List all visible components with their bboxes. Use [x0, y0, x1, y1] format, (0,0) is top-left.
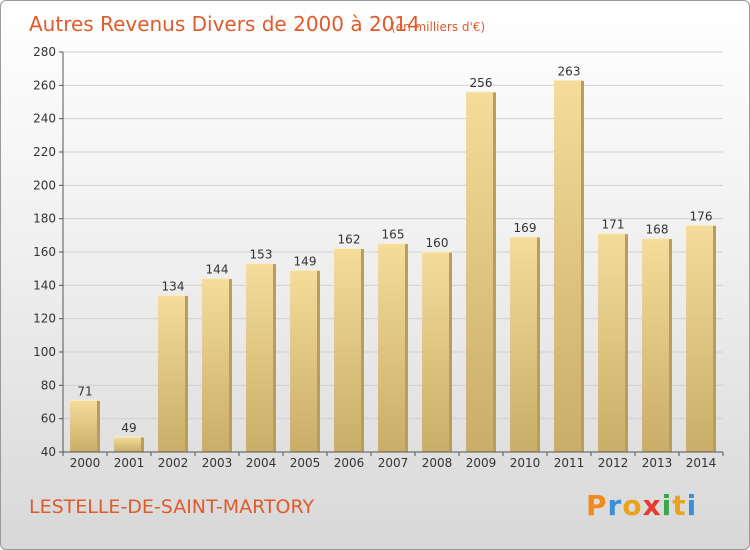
- bar-shade: [184, 295, 188, 452]
- bar-shade: [228, 278, 232, 452]
- y-tick-label: 180: [33, 212, 56, 226]
- x-tick-label: 2014: [686, 456, 717, 470]
- bar: [422, 252, 449, 452]
- y-tick-label: 260: [33, 78, 56, 92]
- data-label: 176: [690, 209, 713, 223]
- data-label: 171: [602, 218, 625, 232]
- bar: [466, 92, 493, 452]
- logo-letter: i: [661, 489, 673, 522]
- data-label: 144: [206, 263, 229, 277]
- proxiti-logo: Proxiti: [586, 489, 697, 522]
- logo-letter: t: [672, 489, 687, 522]
- commune-name: LESTELLE-DE-SAINT-MARTORY: [29, 496, 315, 518]
- bar: [334, 248, 361, 452]
- data-label: 49: [121, 421, 136, 435]
- y-tick-label: 40: [41, 445, 56, 459]
- bars: [70, 79, 716, 452]
- data-label: 134: [162, 279, 185, 293]
- bar: [686, 225, 713, 452]
- bar: [290, 270, 317, 452]
- x-tick-label: 2008: [422, 456, 453, 470]
- bar-shade: [492, 92, 496, 452]
- logo-letter: o: [622, 489, 643, 522]
- data-label: 153: [250, 248, 273, 262]
- bar-shade: [668, 238, 672, 452]
- y-tick-label: 240: [33, 112, 56, 126]
- y-tick-label: 120: [33, 312, 56, 326]
- bar: [246, 263, 273, 452]
- chart-title: Autres Revenus Divers de 2000 à 2014: [29, 12, 420, 36]
- bar-shade: [580, 80, 584, 452]
- y-tick-label: 200: [33, 178, 56, 192]
- y-tick-label: 80: [41, 378, 56, 392]
- data-label: 263: [558, 64, 581, 78]
- logo-letter: r: [607, 489, 623, 522]
- bar-shade: [404, 243, 408, 452]
- x-tick-label: 2001: [114, 456, 145, 470]
- y-tick-label: 140: [33, 278, 56, 292]
- data-label: 168: [646, 223, 669, 237]
- bar: [642, 238, 669, 452]
- x-tick-label: 2006: [334, 456, 365, 470]
- bar: [158, 295, 185, 452]
- bar-shade: [316, 270, 320, 452]
- x-tick-label: 2005: [290, 456, 321, 470]
- data-label: 162: [338, 233, 361, 247]
- x-tick-label: 2002: [158, 456, 189, 470]
- bar: [510, 237, 537, 452]
- x-tick-label: 2011: [554, 456, 585, 470]
- logo-letter: P: [586, 489, 608, 522]
- x-tick-label: 2007: [378, 456, 409, 470]
- logo-letter: x: [642, 489, 662, 522]
- data-label: 149: [294, 254, 317, 268]
- axes: [59, 51, 724, 456]
- x-tick-label: 2010: [510, 456, 541, 470]
- bar: [114, 437, 141, 452]
- bar-shade: [448, 252, 452, 452]
- y-tick-label: 280: [33, 45, 56, 59]
- bar-shade: [96, 400, 100, 452]
- x-tick-label: 2013: [642, 456, 673, 470]
- bar: [202, 278, 229, 452]
- x-tick-label: 2012: [598, 456, 629, 470]
- bar-shade: [536, 237, 540, 452]
- data-label: 160: [426, 236, 449, 250]
- bar: [70, 400, 97, 452]
- x-tick-label: 2009: [466, 456, 497, 470]
- data-label: 256: [470, 76, 493, 90]
- bar: [598, 233, 625, 452]
- bar-shade: [624, 233, 628, 452]
- bar-shade: [140, 437, 144, 452]
- y-tick-label: 220: [33, 145, 56, 159]
- x-tick-label: 2003: [202, 456, 233, 470]
- bar-shade: [712, 225, 716, 452]
- chart-subtitle: (en milliers d'€): [391, 20, 485, 34]
- bar: [378, 243, 405, 452]
- bar-shade: [360, 248, 364, 452]
- y-tick-label: 160: [33, 245, 56, 259]
- data-label: 165: [382, 228, 405, 242]
- data-label: 169: [514, 221, 537, 235]
- x-tick-label: 2004: [246, 456, 277, 470]
- y-tick-label: 100: [33, 345, 56, 359]
- y-tick-label: 60: [41, 412, 56, 426]
- logo-letter: i: [686, 489, 698, 522]
- bar-shade: [272, 263, 276, 452]
- x-tick-label: 2000: [70, 456, 101, 470]
- labels: 40 60 80 100 120 140 160 180 200 220 240 260 280 71 20…: [33, 45, 716, 470]
- data-label: 71: [77, 384, 92, 398]
- bar: [554, 80, 581, 452]
